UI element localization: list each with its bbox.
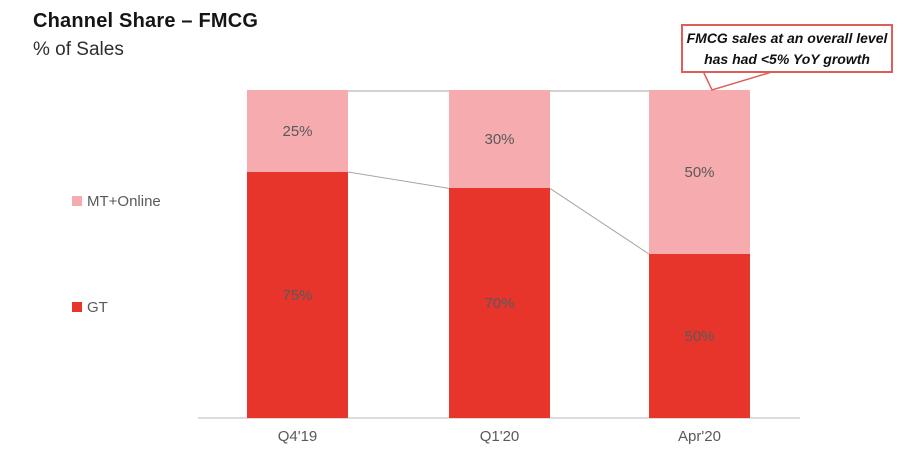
chart-title: Channel Share – FMCG	[33, 10, 259, 32]
legend-label-gt: GT	[87, 298, 108, 316]
bar-apr-20: 50% 50%	[649, 90, 750, 418]
data-label-mt-online-q1-20: 30%	[484, 130, 515, 148]
mt-online-swatch-icon	[72, 196, 82, 206]
bar-q4-19: 25% 75%	[247, 90, 348, 418]
segment-mt-online-q4-19: 25%	[247, 90, 348, 172]
data-label-mt-online-q4-19: 25%	[282, 122, 313, 140]
segment-gt-q1-20: 70%	[449, 188, 550, 418]
data-label-gt-q4-19: 75%	[282, 286, 313, 304]
x-axis-label-q1-20: Q1'20	[479, 428, 520, 445]
annotation-line-2: has had <5% YoY growth	[704, 50, 870, 67]
x-axis-line	[198, 417, 800, 419]
legend-item-mt-online: MT+Online	[72, 192, 161, 210]
chart-subtitle: % of Sales	[33, 39, 124, 60]
x-axis-label-q4-19: Q4'19	[277, 428, 318, 445]
segment-gt-apr-20: 50%	[649, 254, 750, 418]
legend-item-gt: GT	[72, 298, 108, 316]
data-label-gt-q1-20: 70%	[484, 294, 515, 312]
legend-label-mt-online: MT+Online	[87, 192, 161, 210]
annotation-callout: FMCG sales at an overall level has had <…	[681, 24, 893, 73]
gt-swatch-icon	[72, 302, 82, 312]
data-label-gt-apr-20: 50%	[684, 327, 715, 345]
segment-mt-online-q1-20: 30%	[449, 90, 550, 189]
segment-gt-q4-19: 75%	[247, 172, 348, 418]
annotation-line-1: FMCG sales at an overall level	[686, 29, 888, 46]
x-axis-label-apr-20: Apr'20	[678, 428, 721, 445]
segment-mt-online-apr-20: 50%	[649, 90, 750, 254]
bar-q1-20: 30% 70%	[449, 90, 550, 418]
data-label-mt-online-apr-20: 50%	[684, 163, 715, 181]
